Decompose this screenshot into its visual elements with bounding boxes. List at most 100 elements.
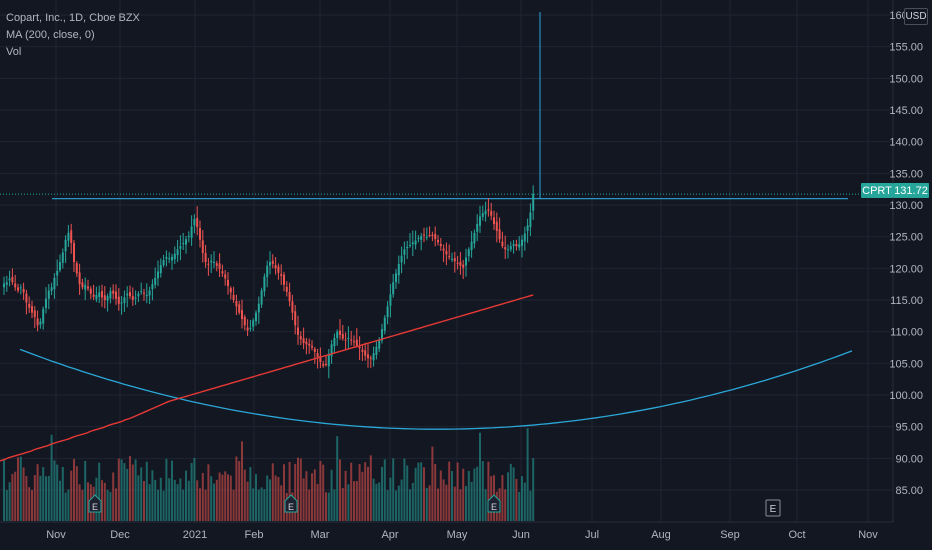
candle-body xyxy=(154,277,157,285)
future-earnings-marker[interactable] xyxy=(765,499,781,517)
volume-bar xyxy=(431,446,434,521)
volume-bar xyxy=(227,474,229,521)
volume-bar xyxy=(288,461,291,521)
volume-bar xyxy=(123,463,126,521)
candle-body xyxy=(526,225,529,232)
volume-bar xyxy=(521,476,523,521)
symbol-title[interactable]: Copart, Inc., 1D, Cboe BZX xyxy=(6,12,140,24)
volume-bar xyxy=(397,485,400,521)
candle-body xyxy=(327,353,330,367)
volume-bar xyxy=(451,470,453,521)
ma-indicator-label[interactable]: MA (200, close, 0) xyxy=(6,29,95,41)
volume-bar xyxy=(117,458,120,521)
candle-body xyxy=(302,338,305,344)
volume-bar xyxy=(182,489,185,521)
volume-bar xyxy=(417,462,420,521)
volume-bar xyxy=(157,489,159,521)
candle-body xyxy=(367,354,369,359)
candle-body xyxy=(291,301,294,313)
volume-bar xyxy=(333,489,336,521)
candle-body xyxy=(213,262,215,263)
volume-indicator-label[interactable]: Vol xyxy=(6,46,22,58)
price-tag-ticker: CPRT xyxy=(862,185,892,197)
candle-body xyxy=(232,294,235,300)
candle-body xyxy=(193,218,196,226)
volume-bar xyxy=(509,463,512,521)
volume-bar xyxy=(120,459,123,521)
candle-body xyxy=(3,283,5,288)
volume-bar xyxy=(106,489,109,521)
volume-bar xyxy=(19,456,22,521)
volume-bar xyxy=(115,488,117,521)
volume-bar xyxy=(473,468,476,521)
candle-body xyxy=(70,230,73,243)
candle-body xyxy=(481,213,484,217)
volume-bar xyxy=(501,475,504,521)
candle-body xyxy=(190,226,193,238)
volume-bar xyxy=(3,458,5,521)
candle-body xyxy=(322,364,325,366)
volume-bar xyxy=(232,489,235,521)
candle-body xyxy=(204,252,207,262)
candle-body xyxy=(159,265,162,274)
time-axis: Nov Dec 2021 Feb Mar Apr May Jun Jul Aug Sep Oct Nov xyxy=(46,529,878,541)
volume-bar xyxy=(266,475,269,521)
volume-bar xyxy=(504,489,507,521)
volume-bar xyxy=(87,482,89,521)
candle-body xyxy=(504,247,507,250)
time-tick-label: Apr xyxy=(381,529,398,541)
currency-badge[interactable]: USD xyxy=(904,8,928,25)
candle-body xyxy=(523,233,526,242)
candle-body xyxy=(140,291,143,293)
volume-bar xyxy=(112,472,115,521)
candle-body xyxy=(344,339,347,341)
grid xyxy=(0,0,893,522)
volume-bar xyxy=(151,470,154,521)
volume-bar xyxy=(56,464,59,521)
candle-body xyxy=(260,290,263,305)
candle-body xyxy=(47,290,50,299)
candle-body xyxy=(299,336,302,340)
volume-bar xyxy=(375,483,378,521)
candle-body xyxy=(14,283,17,288)
volume-bar xyxy=(355,481,358,521)
candle-body xyxy=(243,316,246,326)
earnings-marker[interactable] xyxy=(284,494,298,513)
earnings-marker[interactable] xyxy=(487,494,501,513)
price-tick-label: 120.00 xyxy=(889,263,923,275)
candle-body xyxy=(11,277,14,283)
volume-bar xyxy=(204,489,207,521)
candle-body xyxy=(459,261,462,266)
volume-bar xyxy=(179,478,182,521)
volume-bar xyxy=(470,481,473,521)
earnings-marker[interactable] xyxy=(88,494,102,513)
time-tick-label: Oct xyxy=(788,529,805,541)
volume-bar xyxy=(64,492,67,521)
candle-body xyxy=(53,277,56,290)
candle-body xyxy=(333,338,336,347)
candle-body xyxy=(470,241,473,251)
volume-bar xyxy=(131,464,134,521)
candle-body xyxy=(283,274,285,285)
volume-bar xyxy=(372,478,375,521)
volume-bar xyxy=(148,484,151,521)
volume-bar xyxy=(5,490,8,521)
earnings-marker-label: E xyxy=(288,502,294,512)
candle-body xyxy=(372,353,375,361)
candle-body xyxy=(462,264,465,268)
volume-bar xyxy=(154,479,157,521)
price-tag-value: 131.72 xyxy=(894,185,928,197)
candle-body xyxy=(512,244,515,247)
volume-bar xyxy=(364,462,367,521)
candle-body xyxy=(148,290,151,296)
volume-bar xyxy=(481,461,484,521)
time-tick-label: Sep xyxy=(720,529,740,541)
volume-bar xyxy=(75,466,78,521)
candle-body xyxy=(162,260,165,266)
volume-bar xyxy=(456,462,459,521)
time-tick-label: Jun xyxy=(512,529,530,541)
candle-body xyxy=(325,363,327,365)
candle-body xyxy=(145,294,148,297)
legend: Copart, Inc., 1D, Cboe BZX MA (200, clos… xyxy=(6,10,140,61)
